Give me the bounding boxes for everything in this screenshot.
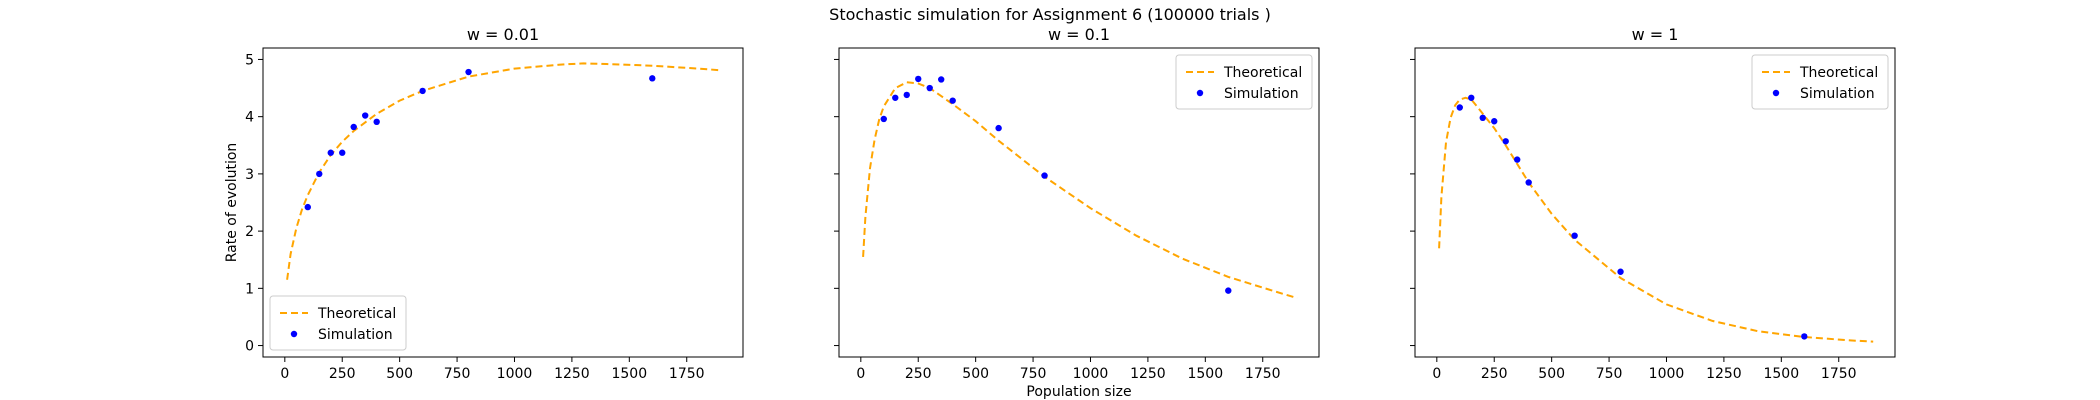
simulation-point	[1468, 94, 1475, 101]
axes-frame	[838, 47, 1320, 358]
simulation-point	[649, 75, 656, 82]
legend-theoretical-label: Theoretical	[317, 306, 396, 322]
y-tick-label: 0	[245, 339, 254, 355]
x-tick-label: 1750	[669, 366, 705, 382]
legend-theoretical-label: Theoretical	[1223, 65, 1302, 81]
simulation-point	[995, 124, 1002, 132]
simulation-point	[892, 94, 899, 101]
x-tick-label: 1250	[1130, 366, 1166, 382]
x-tick-label: 1250	[554, 366, 590, 382]
simulation-point	[1225, 287, 1232, 294]
x-tick-label: 250	[1481, 366, 1508, 382]
x-tick-label: 1500	[611, 366, 647, 382]
x-tick-label: 0	[280, 366, 289, 382]
subplot-2: w = 0.1 0 250 500 750 1000 1250 1500 1750 Populat…	[834, 25, 1320, 400]
simulation-point	[1801, 333, 1808, 340]
legend: Theoretical Simulation	[1751, 54, 1889, 110]
y-tick-label: 1	[245, 281, 254, 297]
simulation-point	[1502, 138, 1509, 145]
y-tick-label: 5	[245, 52, 254, 68]
x-tick-label: 750	[1020, 366, 1047, 382]
simulation-point	[1479, 114, 1486, 122]
simulation-point	[1041, 172, 1048, 179]
legend-simulation-swatch	[290, 330, 298, 338]
simulation-point	[1571, 232, 1578, 239]
simulation-point	[949, 97, 956, 104]
legend-simulation-swatch	[1196, 89, 1204, 97]
theoretical-line	[286, 62, 722, 280]
simulation-point	[915, 75, 922, 83]
figure-suptitle: Stochastic simulation for Assignment 6 (…	[829, 5, 1271, 24]
simulation-point	[880, 115, 887, 123]
simulation-point	[1491, 118, 1498, 125]
simulation-point	[938, 76, 945, 83]
x-tick-label: 1000	[497, 366, 533, 382]
legend: Theoretical Simulation	[1175, 54, 1313, 110]
simulation-point	[903, 91, 910, 99]
simulation-point	[1525, 179, 1532, 186]
simulation-point	[350, 123, 357, 131]
subplot-title: w = 0.1	[1048, 25, 1110, 44]
x-tick-label: 500	[1538, 366, 1565, 382]
simulation-point	[465, 68, 472, 76]
x-tick-label: 1750	[1821, 366, 1857, 382]
charts-container: w = 0.010 250 500 750 1000 1250 1500 1750012345…	[224, 25, 1896, 400]
legend-box	[269, 295, 407, 351]
subplot-3: w = 1 0 250 500 750 1000 1250 1500 1750 Theoretic…	[1410, 25, 1896, 382]
x-tick-label: 1500	[1763, 366, 1799, 382]
simulation-point	[304, 203, 311, 211]
subplot-title: w = 1	[1632, 25, 1679, 44]
simulation-point	[419, 87, 426, 95]
simulation-point	[327, 149, 334, 156]
legend-simulation-swatch	[1772, 89, 1780, 97]
simulation-point	[362, 112, 369, 119]
x-tick-label: 1250	[1706, 366, 1742, 382]
axes-frame	[262, 47, 744, 358]
simulation-point	[339, 149, 346, 156]
legend-theoretical-label: Theoretical	[1799, 65, 1878, 81]
y-axis-label: Rate of evolution	[224, 143, 240, 263]
legend-simulation-label: Simulation	[318, 327, 393, 343]
x-tick-label: 1500	[1187, 366, 1223, 382]
legend-box	[1751, 54, 1889, 110]
theoretical-line	[862, 81, 1298, 300]
simulation-point	[926, 84, 933, 92]
theoretical-line	[1438, 96, 1874, 343]
legend: Theoretical Simulation	[269, 295, 407, 351]
x-axis-label: Population size	[1026, 384, 1131, 400]
x-tick-label: 500	[386, 366, 413, 382]
simulation-point	[1514, 156, 1521, 163]
x-tick-label: 1000	[1649, 366, 1685, 382]
x-tick-label: 1750	[1245, 366, 1281, 382]
y-tick-label: 4	[245, 110, 254, 126]
legend-simulation-label: Simulation	[1224, 86, 1299, 102]
x-tick-label: 0	[1432, 366, 1441, 382]
x-tick-label: 250	[905, 366, 932, 382]
simulation-point	[1617, 268, 1624, 275]
x-tick-label: 750	[1596, 366, 1623, 382]
legend-box	[1175, 54, 1313, 110]
subplot-title: w = 0.01	[467, 25, 539, 44]
simulation-point	[316, 170, 323, 178]
axes-frame	[1414, 47, 1896, 358]
x-tick-label: 0	[856, 366, 865, 382]
simulation-point	[373, 118, 380, 126]
x-tick-label: 1000	[1073, 366, 1109, 382]
x-tick-label: 250	[329, 366, 356, 382]
y-tick-label: 3	[245, 167, 254, 183]
y-tick-label: 2	[245, 224, 254, 240]
x-tick-label: 750	[444, 366, 471, 382]
x-tick-label: 500	[962, 366, 989, 382]
legend-simulation-label: Simulation	[1800, 86, 1875, 102]
simulation-point	[1456, 104, 1463, 111]
subplot-1: w = 0.01 0 250 500 750 1000 1250 1500 1750 0 1 2 3 4 5…	[224, 25, 744, 382]
